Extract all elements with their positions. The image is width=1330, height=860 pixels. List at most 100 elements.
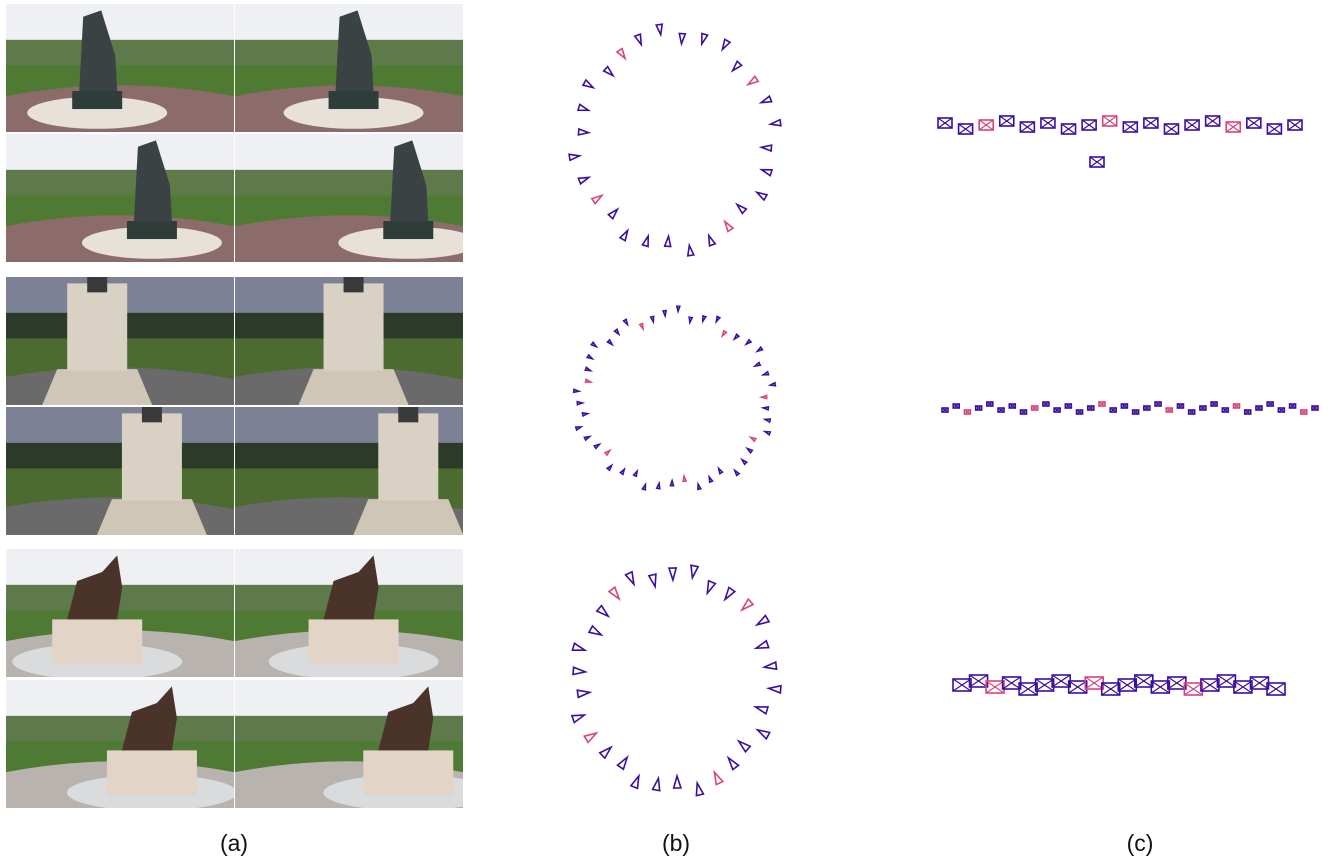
camera-frustum-icon — [583, 435, 593, 442]
camera-frustum-icon — [1122, 121, 1139, 133]
camera-frustum-icon — [632, 468, 639, 478]
camera-frustum-icon — [985, 680, 1005, 694]
camera-frustum-icon — [615, 47, 627, 61]
camera-frustum-icon — [739, 597, 755, 612]
camera-frustum-icon — [1042, 401, 1050, 407]
camera-frustum-icon — [700, 32, 709, 47]
camera-frustum-icon — [713, 769, 725, 786]
photo-row1-3 — [6, 134, 234, 262]
camera-frustum-icon — [584, 378, 594, 384]
camera-frustum-icon — [1287, 119, 1303, 131]
camera-frustum-icon — [655, 480, 661, 490]
camera-frustum-icon — [998, 115, 1015, 127]
camera-frustum-icon — [583, 731, 599, 744]
camera-frustum-icon — [655, 23, 664, 38]
camera-frustum-icon — [758, 168, 774, 177]
camera-frustum-icon — [1204, 115, 1221, 127]
camera-frustum-icon — [633, 32, 643, 48]
camera-frustum-icon — [1117, 678, 1138, 692]
panel-label-c: (c) — [1126, 830, 1154, 856]
camera-frustum-icon — [619, 467, 626, 476]
camera-frustum-icon — [1120, 403, 1129, 409]
camera-frustum-icon — [1133, 674, 1154, 688]
camera-frustum-icon — [574, 426, 584, 432]
camera-frustum-icon — [1266, 682, 1286, 696]
camera-frustum-icon — [1176, 403, 1185, 409]
camera-frustum-icon — [568, 153, 583, 162]
camera-frustum-icon — [1216, 674, 1237, 688]
camera-frustum-icon — [721, 38, 732, 52]
camera-frustum-icon — [1246, 117, 1262, 129]
camera-frustum-icon — [697, 481, 703, 491]
camera-frustum-icon — [605, 463, 614, 472]
camera-frustum-icon — [1243, 409, 1252, 415]
camera-frustum-icon — [1051, 674, 1071, 688]
photo-row2-4 — [235, 407, 463, 535]
camera-frustum-icon — [581, 78, 596, 89]
camera-frustum-icon — [577, 127, 592, 136]
camera-frustum-icon — [641, 481, 647, 491]
camera-frustum-icon — [754, 191, 769, 202]
camera-frustum-icon — [1266, 401, 1274, 407]
camera-frustum-icon — [667, 567, 678, 583]
camera-frustum-icon — [1199, 405, 1207, 411]
camera-frustum-icon — [762, 418, 772, 424]
camera-frustum-icon — [745, 446, 754, 455]
camera-frustum-icon — [675, 305, 681, 315]
camera-frustum-icon — [1255, 405, 1263, 411]
camera-frustum-icon — [733, 468, 741, 477]
camera-frustum-icon — [1167, 676, 1187, 690]
photo-row1-2 — [235, 4, 463, 132]
camera-frustum-icon — [663, 233, 672, 248]
camera-frustum-icon — [941, 407, 949, 413]
camera-frustum-icon — [1089, 156, 1105, 168]
camera-frustum-icon — [669, 477, 675, 487]
camera-frustum-icon — [688, 316, 694, 326]
camera-frustum-icon — [754, 614, 771, 627]
camera-frustum-icon — [602, 65, 616, 78]
camera-frustum-icon — [752, 361, 762, 368]
camera-frustum-icon — [708, 474, 714, 484]
camera-frustum-icon — [1150, 680, 1171, 694]
panel-label-b: (b) — [661, 830, 691, 856]
camera-frustum-icon — [613, 327, 621, 337]
camera-frustum-icon — [1266, 123, 1283, 135]
camera-frustum-icon — [723, 219, 735, 233]
camera-frustum-icon — [572, 666, 589, 676]
camera-frustum-icon — [1040, 117, 1056, 129]
camera-frustum-icon — [1008, 403, 1017, 409]
camera-plot-side-row2 — [941, 401, 1319, 415]
camera-plot-side-row3 — [952, 674, 1286, 696]
camera-frustum-icon — [584, 366, 594, 372]
camera-frustum-icon — [576, 689, 593, 699]
camera-frustum-icon — [1109, 407, 1117, 413]
camera-frustum-icon — [758, 94, 773, 104]
camera-frustum-icon — [1154, 401, 1162, 407]
camera-frustum-icon — [590, 341, 599, 349]
camera-plot-side-row1 — [937, 115, 1303, 168]
camera-frustum-icon — [1233, 680, 1253, 694]
camera-frustum-icon — [723, 586, 737, 602]
camera-frustum-icon — [1053, 407, 1061, 413]
photo-row2-1 — [6, 277, 234, 405]
camera-frustum-icon — [997, 407, 1005, 413]
camera-frustum-icon — [762, 430, 772, 437]
camera-frustum-icon — [607, 207, 620, 221]
camera-frustum-icon — [1311, 405, 1319, 411]
photo-row2-2 — [235, 277, 463, 405]
camera-frustum-icon — [585, 353, 595, 361]
camera-frustum-icon — [607, 585, 621, 602]
camera-frustum-icon — [758, 394, 768, 400]
camera-frustum-icon — [740, 457, 749, 466]
camera-frustum-icon — [1086, 405, 1095, 411]
photo-row1-4 — [235, 134, 463, 262]
camera-frustum-icon — [1030, 405, 1039, 411]
camera-frustum-icon — [1143, 405, 1151, 411]
camera-frustum-icon — [622, 318, 629, 327]
camera-frustum-icon — [726, 755, 740, 771]
camera-frustum-icon — [606, 338, 615, 347]
camera-frustum-icon — [572, 388, 582, 394]
camera-frustum-icon — [1064, 403, 1073, 409]
camera-frustum-icon — [629, 773, 640, 790]
panel-label-a: (a) — [219, 830, 249, 856]
